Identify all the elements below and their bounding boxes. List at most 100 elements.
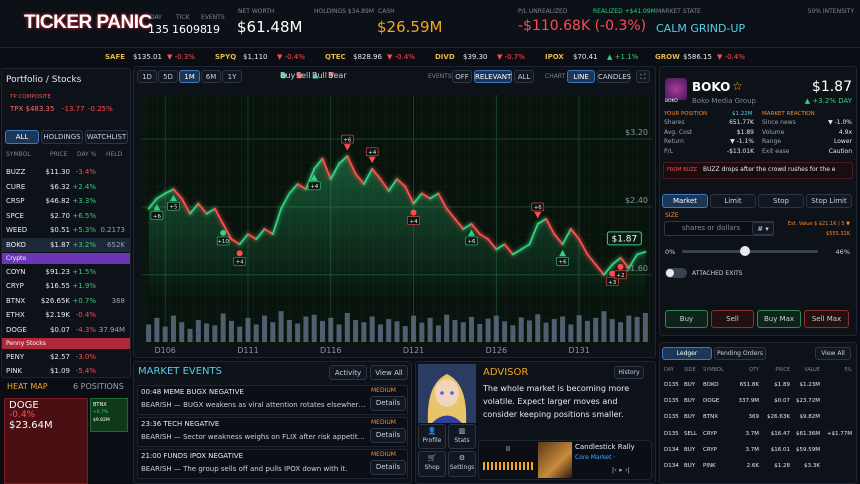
order-type-tab[interactable]: Stop — [758, 194, 804, 208]
volume-bar — [493, 315, 499, 342]
stats-button[interactable]: ▥ Stats — [448, 424, 476, 449]
pl-label: P/L UNREALIZED — [518, 8, 568, 15]
stock-row[interactable]: DOGE $0.07 -4.3% 37.94M — [2, 323, 130, 337]
volume-bar — [319, 320, 325, 342]
fullscreen-button[interactable]: ⛶ — [636, 70, 650, 83]
stock-symbol: SPCE — [6, 211, 24, 220]
event-filter[interactable]: OFF — [452, 70, 472, 83]
range-button[interactable]: 1M — [179, 70, 200, 83]
event-filter[interactable]: ALL — [514, 70, 534, 83]
event-badge — [556, 256, 569, 266]
stock-row[interactable]: CRSP $46.82 +3.3% — [2, 194, 130, 208]
stock-row[interactable]: WEED $0.51 +5.3% 0.2173 — [2, 223, 130, 237]
volume-bar — [485, 318, 491, 342]
price-segment — [164, 188, 175, 195]
view-all-button[interactable]: View All — [370, 365, 408, 380]
event-card[interactable] — [137, 385, 408, 415]
legend-label: Sell — [296, 71, 311, 80]
settings-button[interactable]: ⚙ Settings — [448, 451, 476, 477]
order-type-tab[interactable]: Limit — [710, 194, 756, 208]
heat-tile[interactable] — [90, 398, 128, 432]
price-segment — [627, 253, 638, 269]
event-card[interactable] — [137, 449, 408, 479]
volume-bar — [419, 322, 425, 342]
chart-mode[interactable]: LINE — [567, 70, 595, 83]
volume-bar — [576, 315, 582, 342]
profile-button[interactable]: 👤 Profile — [418, 424, 446, 449]
player-controls[interactable]: ǀ‹ ▸ ›ǀ — [612, 466, 630, 474]
event-filter[interactable]: RELEVANT — [474, 70, 512, 83]
ledger-cell: BUY — [684, 446, 696, 453]
legend-label: Buy — [280, 71, 296, 80]
stock-row[interactable]: ETHX $2.19K -0.4% — [2, 308, 130, 322]
range-button[interactable]: 5D — [158, 70, 178, 83]
order-type-tab[interactable]: Stop Limit — [806, 194, 852, 208]
stock-price: $2.70 — [49, 211, 70, 220]
tab-watchlist[interactable]: WATCHLIST — [85, 130, 128, 144]
stock-symbol: PENY — [6, 352, 25, 361]
volume-bar — [286, 320, 292, 342]
stock-held: 652K — [107, 241, 125, 249]
legend-item[interactable]: Buy — [280, 71, 295, 80]
stock-change: +2.4% — [72, 182, 96, 191]
slider-knob[interactable] — [739, 246, 750, 256]
volume-bar — [212, 325, 218, 342]
pause-button[interactable]: II — [505, 445, 511, 453]
event-marker — [617, 263, 624, 270]
buy-max-button[interactable]: Buy Max — [757, 310, 801, 328]
stock-row[interactable]: BOKO $1.87 +3.2% 652K — [2, 238, 130, 252]
ledger-view-all[interactable]: View All — [815, 347, 851, 360]
sell-max-button[interactable]: Sell Max — [804, 310, 849, 328]
details-button[interactable]: Details — [370, 460, 406, 475]
price-segment — [172, 188, 183, 200]
ledger-tab[interactable]: Ledger — [662, 347, 712, 360]
event-badge — [167, 201, 180, 211]
activity-button[interactable]: Activity — [329, 365, 367, 380]
x-tick-label: D126 — [486, 346, 507, 355]
price-segment — [156, 192, 167, 200]
range-button[interactable]: 1D — [137, 70, 157, 83]
stock-row[interactable]: CRYP $16.55 +1.9% — [2, 279, 130, 293]
ledger-cell: BUY — [684, 382, 696, 388]
heat-tile[interactable] — [4, 398, 88, 484]
event-card[interactable] — [137, 417, 408, 447]
history-button[interactable]: History — [614, 366, 644, 379]
stock-row[interactable]: COYN $91.23 +1.5% — [2, 265, 130, 279]
details-button[interactable]: Details — [370, 396, 406, 411]
stock-row[interactable]: BUZZ $11.30 -3.4% — [2, 165, 130, 179]
order-type-tab[interactable]: Market — [662, 194, 708, 208]
watch-star[interactable]: ☆ — [732, 79, 743, 93]
shop-button[interactable]: 🛒 Shop — [418, 451, 446, 477]
legend-item[interactable]: Sell — [296, 71, 310, 80]
top-bar — [0, 0, 860, 48]
price-segment — [346, 155, 357, 175]
stock-row[interactable]: PENY $2.57 -3.0% — [2, 350, 130, 364]
legend-item[interactable]: Bear — [328, 71, 347, 80]
unit-select[interactable]: # ▾ — [752, 222, 774, 235]
advisor-avatar[interactable] — [418, 364, 476, 423]
range-button[interactable]: 1Y — [222, 70, 242, 83]
stock-row[interactable]: PINK $1.09 -5.4% — [2, 364, 130, 376]
volume-bar — [452, 320, 458, 342]
tab-holdings[interactable]: HOLDINGS — [41, 130, 83, 144]
range-button[interactable]: 6M — [201, 70, 221, 83]
stock-row[interactable]: BTNX $26.65K +0.7% 368 — [2, 294, 130, 308]
exits-label: ATTACHED EXITS — [692, 270, 743, 277]
stock-row[interactable]: SPCE $2.70 +6.5% — [2, 209, 130, 223]
tab-all[interactable]: ALL — [5, 130, 39, 144]
details-button[interactable]: Details — [370, 428, 406, 443]
chart-mode[interactable]: CANDLES — [597, 70, 631, 83]
sell-button[interactable]: Sell — [711, 310, 754, 328]
buy-button[interactable]: Buy — [665, 310, 708, 328]
pending-tab[interactable]: Pending Orders — [714, 347, 766, 360]
ledger-cell: D135 — [664, 382, 679, 388]
legend-item[interactable]: Bull — [312, 71, 327, 80]
tick-label: TICK — [176, 14, 190, 21]
volume-bar — [593, 317, 599, 342]
exits-toggle[interactable] — [665, 268, 687, 278]
price-segment — [338, 155, 349, 165]
legend: Buy Sell Bull Bear — [280, 71, 347, 80]
stock-row[interactable]: CURE $6.32 +2.4% — [2, 180, 130, 194]
volume-bar — [245, 317, 251, 342]
detail-label: Exit ease — [762, 147, 790, 155]
